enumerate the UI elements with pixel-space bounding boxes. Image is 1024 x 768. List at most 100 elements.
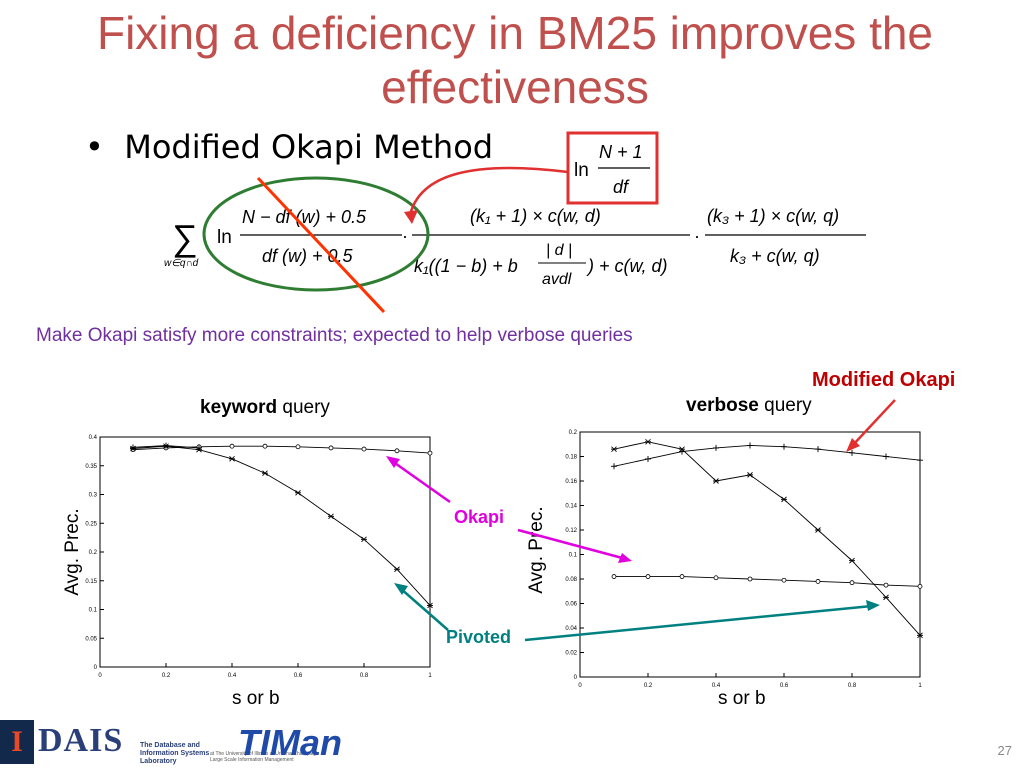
tf-numerator: (k₁ + 1) × c(w, d) — [470, 206, 601, 226]
series-line — [613, 445, 921, 467]
y-tick-label: 0.1 — [89, 608, 98, 614]
data-point — [229, 456, 235, 462]
keyword-chart: 0 0.05 0.1 0.15 0.2 0.25 0.3 0.35 0.4 0 0.2 0.4 0.6 0… — [62, 435, 433, 679]
box-num: N + 1 — [599, 142, 643, 162]
x-tick-label: 0 — [98, 673, 102, 679]
lab-sub: at The University of Illinois at Urbana-… — [210, 751, 319, 763]
data-point — [130, 445, 136, 452]
series-line — [614, 576, 921, 587]
sum-subscript: w∈q∩d — [164, 258, 199, 269]
x-tick-label: 0.6 — [780, 683, 789, 689]
dot-1: · — [402, 226, 408, 246]
data-point — [130, 444, 136, 451]
box-den: df — [613, 177, 630, 197]
data-point — [611, 446, 617, 452]
x-tick-label: 0.8 — [848, 683, 857, 689]
qtf-denominator: k₃ + c(w, q) — [730, 246, 820, 266]
right-title-rest: query — [758, 395, 812, 416]
y-tick-label: 0.3 — [89, 493, 98, 499]
data-point — [747, 576, 753, 582]
data-point — [883, 582, 889, 588]
data-point — [361, 536, 367, 543]
data-point — [394, 566, 400, 573]
okapi-label: Okapi — [454, 507, 505, 527]
dot-2: · — [694, 226, 700, 246]
tf-denominator-b: ) + c(w, d) — [586, 256, 668, 276]
page-number: 27 — [997, 743, 1012, 758]
bullet-text: Modified Okapi Method — [124, 128, 494, 166]
data-point — [713, 575, 719, 581]
y-tick-label: 0.25 — [85, 521, 97, 527]
data-point — [815, 446, 821, 453]
data-point — [229, 443, 235, 449]
data-point — [747, 442, 753, 449]
data-point — [645, 455, 651, 462]
idf-denominator: df (w) + 0.5 — [262, 246, 354, 266]
left-title-bold: keyword — [200, 397, 278, 418]
y-tick-label: 0.4 — [89, 435, 98, 441]
idf-numerator: N − df (w) + 0.5 — [242, 207, 367, 227]
right-title-bold: verbose — [686, 395, 759, 416]
data-point — [328, 445, 334, 451]
dais-logo: DAIS — [38, 722, 124, 759]
strike-line — [256, 176, 386, 314]
data-point — [427, 450, 433, 456]
ln: ln — [217, 227, 232, 248]
x-tick-label: 0 — [578, 683, 582, 689]
tf-inner-den: avdl — [542, 271, 572, 288]
data-point — [747, 472, 753, 478]
y-tick-label: 0.2 — [89, 550, 98, 556]
data-point — [815, 527, 821, 533]
data-point — [679, 446, 685, 452]
data-point — [361, 446, 367, 452]
data-point — [611, 574, 617, 579]
x-tick-label: 1 — [428, 673, 432, 679]
x-tick-label: 0.6 — [294, 673, 303, 679]
data-point — [328, 513, 334, 520]
left-title-rest: query — [277, 397, 330, 418]
bullet-item: • Modified Okapi Method — [85, 128, 493, 166]
y-tick-label: 0.16 — [565, 479, 577, 485]
data-point — [883, 594, 889, 601]
tf-inner-num: | d | — [546, 242, 572, 259]
tf-denominator-a: k₁((1 − b) + b — [414, 256, 518, 276]
illinois-i-icon: I — [11, 725, 23, 758]
x-tick-label: 0.4 — [712, 683, 721, 689]
y-axis-label: Avg. Prec. — [526, 506, 547, 593]
modified-okapi-label: Modified Okapi — [812, 369, 956, 391]
qtf-numerator: (k₃ + 1) × c(w, q) — [707, 206, 839, 226]
y-tick-label: 0.05 — [85, 636, 97, 642]
data-point — [295, 489, 301, 496]
data-point — [917, 632, 923, 639]
series-line — [613, 441, 921, 636]
x-tick-label: 0.2 — [162, 673, 171, 679]
y-tick-label: 0.12 — [565, 528, 577, 534]
verbose-chart: 0 0.02 0.04 0.06 0.08 0.1 0.12 0.14 0.16 0.18 0.2 0… — [526, 430, 923, 689]
data-point — [611, 463, 617, 470]
data-point — [713, 478, 719, 484]
left-xlabel: s or b — [232, 688, 280, 709]
data-point — [196, 446, 202, 453]
data-point — [295, 444, 301, 450]
data-point — [849, 557, 855, 564]
data-point — [262, 443, 268, 449]
formula-area: ln N + 1 df ∑ w∈q∩d ln N − df (w) + 0.5 … — [164, 131, 866, 314]
plot-frame — [99, 436, 431, 668]
box-ln: ln — [574, 160, 589, 181]
left-chart-title: keyword query — [200, 397, 330, 419]
x-tick-label: 1 — [918, 683, 922, 689]
data-point — [163, 443, 169, 450]
y-tick-label: 0.18 — [565, 455, 577, 461]
series-line — [132, 445, 431, 606]
y-axis-label: Avg. Prec. — [62, 508, 83, 595]
lab-sub-text: at The University of Illinois at Urbana-… — [210, 751, 319, 757]
data-point — [917, 457, 923, 464]
data-point — [781, 496, 787, 503]
idf-box — [566, 131, 659, 205]
replace-arrow — [408, 166, 569, 216]
right-xlabel: s or b — [718, 688, 766, 709]
y-tick-label: 0.02 — [565, 651, 577, 657]
data-point — [645, 438, 651, 445]
data-point — [781, 443, 787, 450]
y-tick-label: 0.1 — [569, 553, 578, 559]
